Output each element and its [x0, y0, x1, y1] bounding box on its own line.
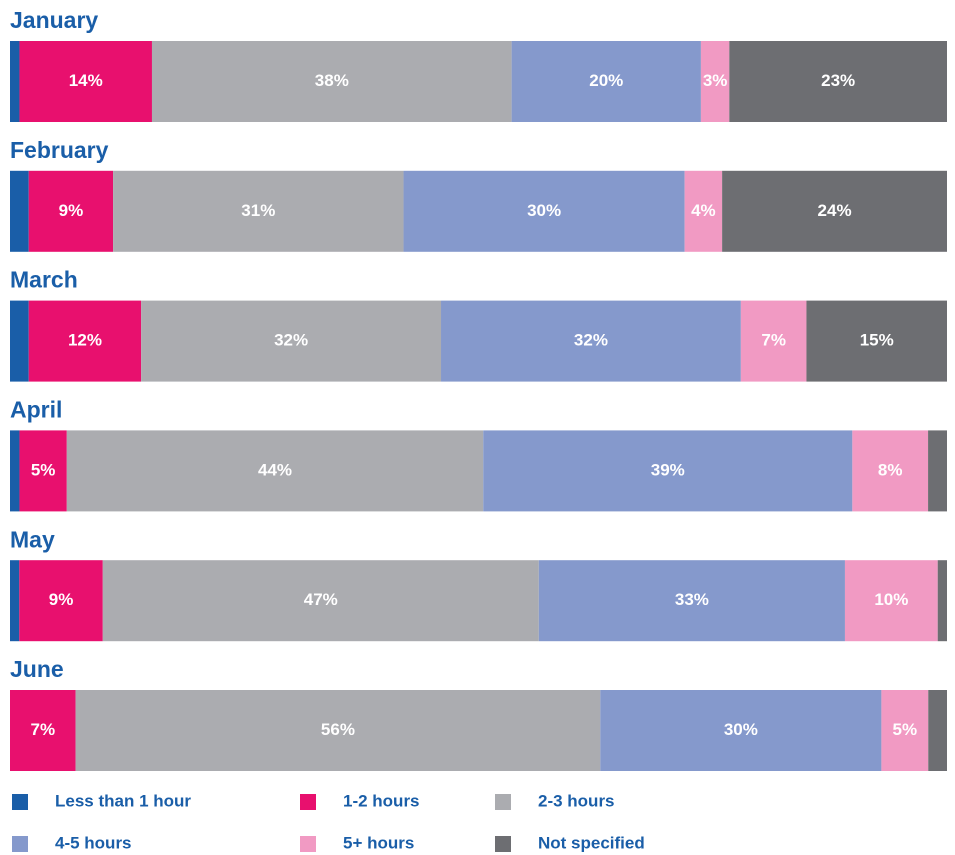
month-label: June [10, 656, 64, 682]
bar-segment [852, 430, 929, 512]
value-label: 4% [691, 201, 716, 220]
bar-segment [10, 560, 20, 642]
value-label: 56% [321, 720, 355, 739]
value-label: 3% [703, 71, 728, 90]
value-label: 12% [68, 331, 102, 350]
legend-swatch [300, 836, 316, 852]
legend-swatch [12, 794, 28, 810]
bar-segment [10, 170, 29, 252]
bar-segment [141, 300, 442, 382]
value-label: 9% [49, 590, 74, 609]
bar-segment [10, 430, 20, 512]
bar-segment [538, 560, 845, 642]
bar-segment [806, 300, 947, 382]
legend-label: 2-3 hours [538, 791, 615, 810]
value-label: 32% [274, 331, 308, 350]
bar-segment [928, 430, 947, 512]
legend-label: 4-5 hours [55, 833, 132, 852]
legend-swatch [12, 836, 28, 852]
bar-segment [151, 41, 512, 122]
value-label: 30% [527, 201, 561, 220]
value-label: 24% [818, 201, 852, 220]
legend-label: 5+ hours [343, 833, 414, 852]
month-label: January [10, 7, 98, 33]
bar-segment [19, 560, 103, 642]
value-label: 33% [675, 590, 709, 609]
bar-segment [881, 690, 929, 771]
bar-segment [10, 300, 29, 382]
value-label: 15% [860, 331, 894, 350]
bar-segment [844, 560, 938, 642]
value-label: 7% [761, 331, 786, 350]
value-label: 32% [574, 331, 608, 350]
bar-segment [66, 430, 484, 512]
value-label: 9% [59, 201, 84, 220]
bar-segment [740, 300, 807, 382]
bar-segment [441, 300, 741, 382]
value-label: 7% [31, 720, 56, 739]
value-label: 5% [31, 460, 56, 479]
value-label: 39% [651, 460, 685, 479]
legend-label: Not specified [538, 833, 645, 852]
legend-swatch [300, 794, 316, 810]
bar-segment [600, 690, 882, 771]
month-label: April [10, 396, 62, 422]
value-label: 5% [893, 720, 918, 739]
legend-swatch [495, 794, 511, 810]
month-label: March [10, 267, 78, 293]
month-label: May [10, 526, 55, 552]
month-label: February [10, 137, 109, 163]
bar-segment [937, 560, 947, 642]
bar-segment [684, 170, 723, 252]
bar-segment [19, 41, 152, 122]
bar-segment [75, 690, 601, 771]
bar-segment [28, 300, 142, 382]
bar-segment [403, 170, 685, 252]
value-label: 20% [589, 71, 623, 90]
value-label: 38% [315, 71, 349, 90]
bar-segment [700, 41, 730, 122]
bar-segment [10, 41, 20, 122]
bar-segment [102, 560, 539, 642]
bar-segment [722, 170, 947, 252]
legend-swatch [495, 836, 511, 852]
legend-label: 1-2 hours [343, 791, 420, 810]
value-label: 47% [304, 590, 338, 609]
bar-segment [729, 41, 947, 122]
value-label: 14% [69, 71, 103, 90]
value-label: 44% [258, 460, 292, 479]
bar-segment [19, 430, 67, 512]
value-label: 10% [874, 590, 908, 609]
bar-segment [10, 690, 76, 771]
value-label: 8% [878, 460, 903, 479]
legend-label: Less than 1 hour [55, 791, 191, 810]
bar-segment [113, 170, 404, 252]
value-label: 31% [241, 201, 275, 220]
bar-segment [28, 170, 114, 252]
bar-segment [511, 41, 701, 122]
value-label: 23% [821, 71, 855, 90]
bar-segment [483, 430, 853, 512]
value-label: 30% [724, 720, 758, 739]
bar-segment [928, 690, 947, 771]
